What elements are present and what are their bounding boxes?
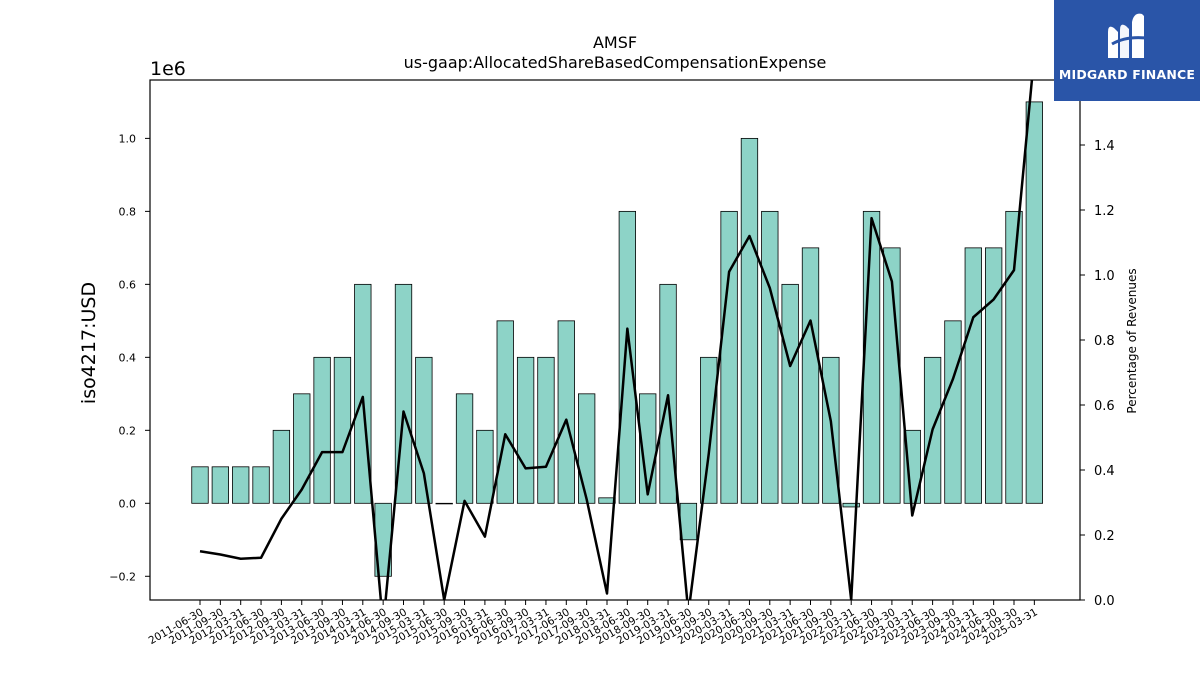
plot-frame [149,79,1081,601]
logo: MIDGARD FINANCE [1054,0,1200,101]
y-tick-label: 0.4 [119,351,137,364]
y-multiplier: 1e6 [150,58,186,80]
bar [435,502,453,505]
y2-tick-label: 1.0 [1094,269,1115,284]
y-tick-label: 0.8 [119,205,137,218]
y-tick-label: 0.0 [119,497,137,510]
bar [618,210,636,504]
bar [415,356,433,504]
y2-axis-label: Percentage of Revenues [1125,268,1139,413]
y-tick-label: 0.6 [119,278,137,291]
bar [496,320,514,504]
bar [211,466,230,504]
bar [537,356,555,504]
bar [801,247,820,504]
bar [700,356,718,504]
bar [333,356,352,504]
y2-tick-label: 0.0 [1094,594,1115,609]
bar [679,502,698,541]
bar [1005,210,1023,504]
bar [740,137,759,504]
bar [842,502,860,508]
bar [455,393,474,504]
percentage-line [199,80,1034,600]
bar [252,466,270,504]
y-tick-label: 1.0 [119,132,137,145]
bar [313,356,331,504]
y-tick-label: 0.2 [119,424,137,437]
line-series [199,80,1034,600]
bar [272,429,291,504]
y2-tick-label: 0.6 [1094,399,1115,414]
chart-title: AMSF [593,33,637,52]
bar [1025,101,1043,504]
logo-text: MIDGARD FINANCE [1058,67,1196,82]
bar [862,210,881,504]
y-axis-label: iso4217:USD [78,282,100,404]
y2-tick-label: 1.2 [1094,204,1115,219]
bar [985,247,1003,504]
bar [578,393,596,504]
y2-tick-label: 1.4 [1094,139,1115,154]
bars [191,101,1043,577]
bar [232,466,250,504]
bar [964,247,982,504]
bar [781,283,799,504]
y-tick-label: −0.2 [109,570,136,583]
bar [557,320,575,504]
bar [944,320,962,504]
y2-tick-label: 0.8 [1094,334,1115,349]
chart-subtitle: us-gaap:AllocatedShareBasedCompensationE… [404,53,827,72]
bar [761,210,779,504]
bar [476,429,494,504]
bar [720,210,738,504]
y2-tick-label: 0.2 [1094,529,1115,544]
bar [516,356,535,504]
logo-mark-icon [1108,13,1147,59]
y2-tick-label: 0.4 [1094,464,1115,479]
bar [293,393,311,504]
bar [191,466,209,504]
